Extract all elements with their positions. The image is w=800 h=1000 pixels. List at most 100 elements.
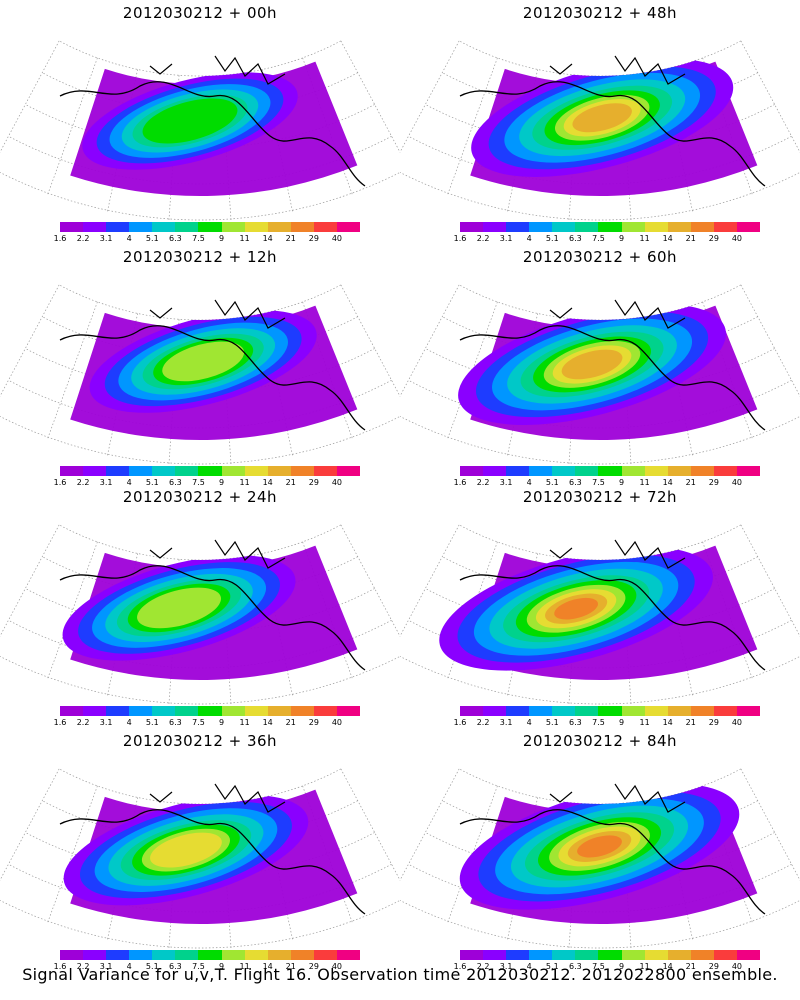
colorbar-segment — [106, 950, 130, 960]
polar-map — [400, 40, 800, 221]
colorbar-segment — [736, 706, 761, 716]
colorbar-tick-label: 1.6 — [453, 962, 467, 971]
colorbar-tick-label: 11 — [639, 478, 650, 487]
colorbar-segment — [690, 222, 714, 232]
colorbar-segment — [152, 466, 176, 476]
variance-field — [63, 789, 358, 924]
colorbar — [60, 950, 361, 960]
colorbar-tick-label: 6.3 — [569, 234, 582, 243]
colorbar-tick-label: 5.1 — [545, 478, 559, 487]
colorbar-tick-label: 9 — [618, 234, 625, 243]
polar-map — [400, 284, 800, 465]
colorbar-segment — [198, 466, 222, 476]
colorbar-tick-label: 21 — [685, 478, 696, 487]
coastline — [549, 783, 686, 813]
colorbar-tick-label: 14 — [262, 962, 273, 971]
colorbar-segment — [460, 222, 484, 232]
colorbar-segment — [244, 222, 268, 232]
colorbar-segment — [83, 466, 107, 476]
colorbar-tick-label: 40 — [331, 718, 343, 727]
panel-title: 2012030212 + 72h — [522, 488, 678, 506]
colorbar-segment — [644, 706, 668, 716]
colorbar-segment — [267, 466, 291, 476]
colorbar-tick-label: 7.5 — [592, 478, 605, 487]
colorbar-tick-label: 6.3 — [569, 718, 582, 727]
colorbar-labels: 1.6 2.2 3.1 4 5.1 6.3 7.5 9 11 14 21 29 40 — [54, 478, 360, 488]
colorbar-segment — [529, 222, 553, 232]
colorbar-tick-label: 40 — [731, 962, 743, 971]
coastline — [59, 565, 366, 671]
colorbar-tick-label: 6.3 — [569, 478, 582, 487]
colorbar-segment — [460, 950, 484, 960]
colorbar-segment — [83, 950, 107, 960]
colorbar-segment — [529, 706, 553, 716]
coastline — [549, 55, 686, 85]
colorbar-segment — [667, 706, 691, 716]
colorbar-tick-label: 3.1 — [499, 718, 513, 727]
colorbar-segment — [644, 950, 668, 960]
colorbar-segment — [129, 950, 153, 960]
colorbar-segment — [506, 706, 530, 716]
colorbar-tick-label: 11 — [639, 234, 650, 243]
polar-map — [0, 284, 400, 465]
colorbar-tick-label: 9 — [218, 234, 225, 243]
colorbar-tick-label: 4 — [526, 478, 532, 487]
colorbar-tick-label: 4 — [126, 478, 132, 487]
colorbar-tick-label: 11 — [239, 962, 250, 971]
colorbar-tick-label: 14 — [262, 478, 273, 487]
colorbar-segment — [290, 466, 314, 476]
colorbar-tick-label: 21 — [285, 718, 296, 727]
colorbar-tick-label: 4 — [126, 718, 132, 727]
colorbar-tick-label: 40 — [731, 718, 743, 727]
colorbar — [460, 222, 761, 232]
variance-field — [458, 303, 758, 440]
map-panel-72h: 2012030212 + 72h 1.6 2.2 3.1 4 5.1 6.3 7.5 9 11 1… — [400, 484, 800, 727]
colorbar-tick-label: 29 — [708, 478, 719, 487]
colorbar-segment — [221, 222, 245, 232]
colorbar-segment — [621, 706, 645, 716]
variance-field — [62, 545, 358, 680]
colorbar-tick-label: 4 — [526, 718, 532, 727]
colorbar-segment — [690, 706, 714, 716]
panel-title: 2012030212 + 48h — [522, 4, 678, 22]
coastline — [149, 55, 286, 85]
colorbar-tick-label: 1.6 — [53, 234, 67, 243]
colorbar-segment — [267, 950, 291, 960]
polar-map — [0, 524, 400, 705]
colorbar-tick-label: 9 — [618, 962, 625, 971]
colorbar-tick-label: 6.3 — [169, 478, 182, 487]
colorbar-segment — [690, 950, 714, 960]
panel-title: 2012030212 + 00h — [122, 4, 278, 22]
colorbar-tick-label: 14 — [662, 234, 673, 243]
colorbar-tick-label: 6.3 — [169, 962, 182, 971]
colorbar-tick-label: 9 — [618, 718, 625, 727]
colorbar-tick-label: 2.2 — [476, 962, 490, 971]
map-panel-00h: 2012030212 + 00h 1.6 2.2 3.1 4 5.1 6.3 7.5 9 11 1… — [0, 0, 400, 243]
colorbar-segment — [290, 706, 314, 716]
colorbar-segment — [598, 466, 622, 476]
colorbar-tick-label: 21 — [285, 478, 296, 487]
colorbar-tick-label: 11 — [239, 718, 250, 727]
coastline — [459, 325, 766, 431]
colorbar-tick-label: 40 — [331, 962, 343, 971]
panel-title: 2012030212 + 24h — [122, 488, 278, 506]
colorbar-segment — [198, 222, 222, 232]
colorbar-segment — [336, 706, 361, 716]
colorbar-tick-label: 29 — [308, 718, 319, 727]
colorbar-segment — [106, 222, 130, 232]
colorbar-labels: 1.6 2.2 3.1 4 5.1 6.3 7.5 9 11 14 21 29 40 — [454, 718, 760, 728]
colorbar-segment — [552, 222, 576, 232]
colorbar-tick-label: 14 — [262, 718, 273, 727]
colorbar-segment — [175, 466, 199, 476]
panel-title: 2012030212 + 12h — [122, 248, 278, 266]
colorbar-tick-label: 29 — [708, 234, 719, 243]
colorbar-segment — [713, 222, 737, 232]
variance-field — [470, 58, 758, 196]
panel-title: 2012030212 + 60h — [522, 248, 678, 266]
colorbar-segment — [460, 706, 484, 716]
colorbar-tick-label: 5.1 — [545, 962, 559, 971]
colorbar-segment — [552, 950, 576, 960]
colorbar-segment — [129, 466, 153, 476]
colorbar-tick-label: 1.6 — [453, 718, 467, 727]
colorbar-segment — [221, 706, 245, 716]
